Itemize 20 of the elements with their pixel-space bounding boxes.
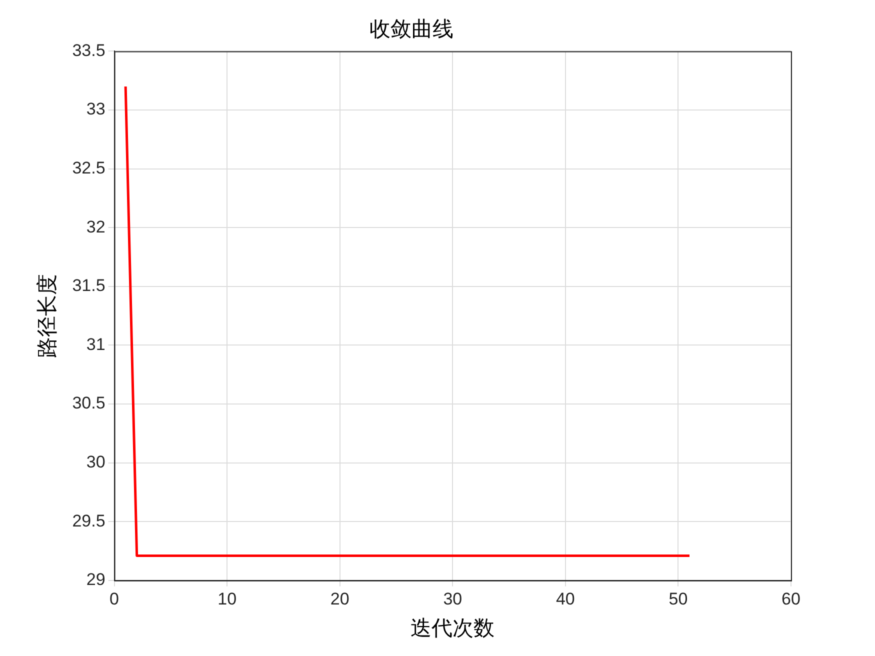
x-tick-label: 50 xyxy=(668,589,688,608)
y-tick-label: 29 xyxy=(86,570,106,590)
x-tick-label: 40 xyxy=(556,589,575,608)
y-tick-label: 33 xyxy=(86,100,106,119)
y-tick-label: 32 xyxy=(86,217,106,236)
chart-title: 收敛曲线 xyxy=(370,17,454,42)
x-axis-title: 迭代次数 xyxy=(410,616,495,640)
y-tick-label: 33.5 xyxy=(72,40,106,60)
y-tick-label: 31 xyxy=(86,334,106,354)
y-tick-label: 30.5 xyxy=(72,394,106,413)
y-tick-label: 31.5 xyxy=(72,276,106,296)
x-tick-label: 30 xyxy=(443,589,462,608)
y-tick-label: 32.5 xyxy=(72,158,106,178)
x-tick-label: 60 xyxy=(782,589,800,608)
x-tick-label: 20 xyxy=(330,589,350,608)
y-tick-label: 29.5 xyxy=(72,511,106,530)
x-tick-label: 0 xyxy=(110,589,120,608)
y-axis-title: 路径长度 xyxy=(35,274,60,358)
y-tick-label: 30 xyxy=(86,452,106,472)
x-tick-label: 10 xyxy=(218,589,237,608)
